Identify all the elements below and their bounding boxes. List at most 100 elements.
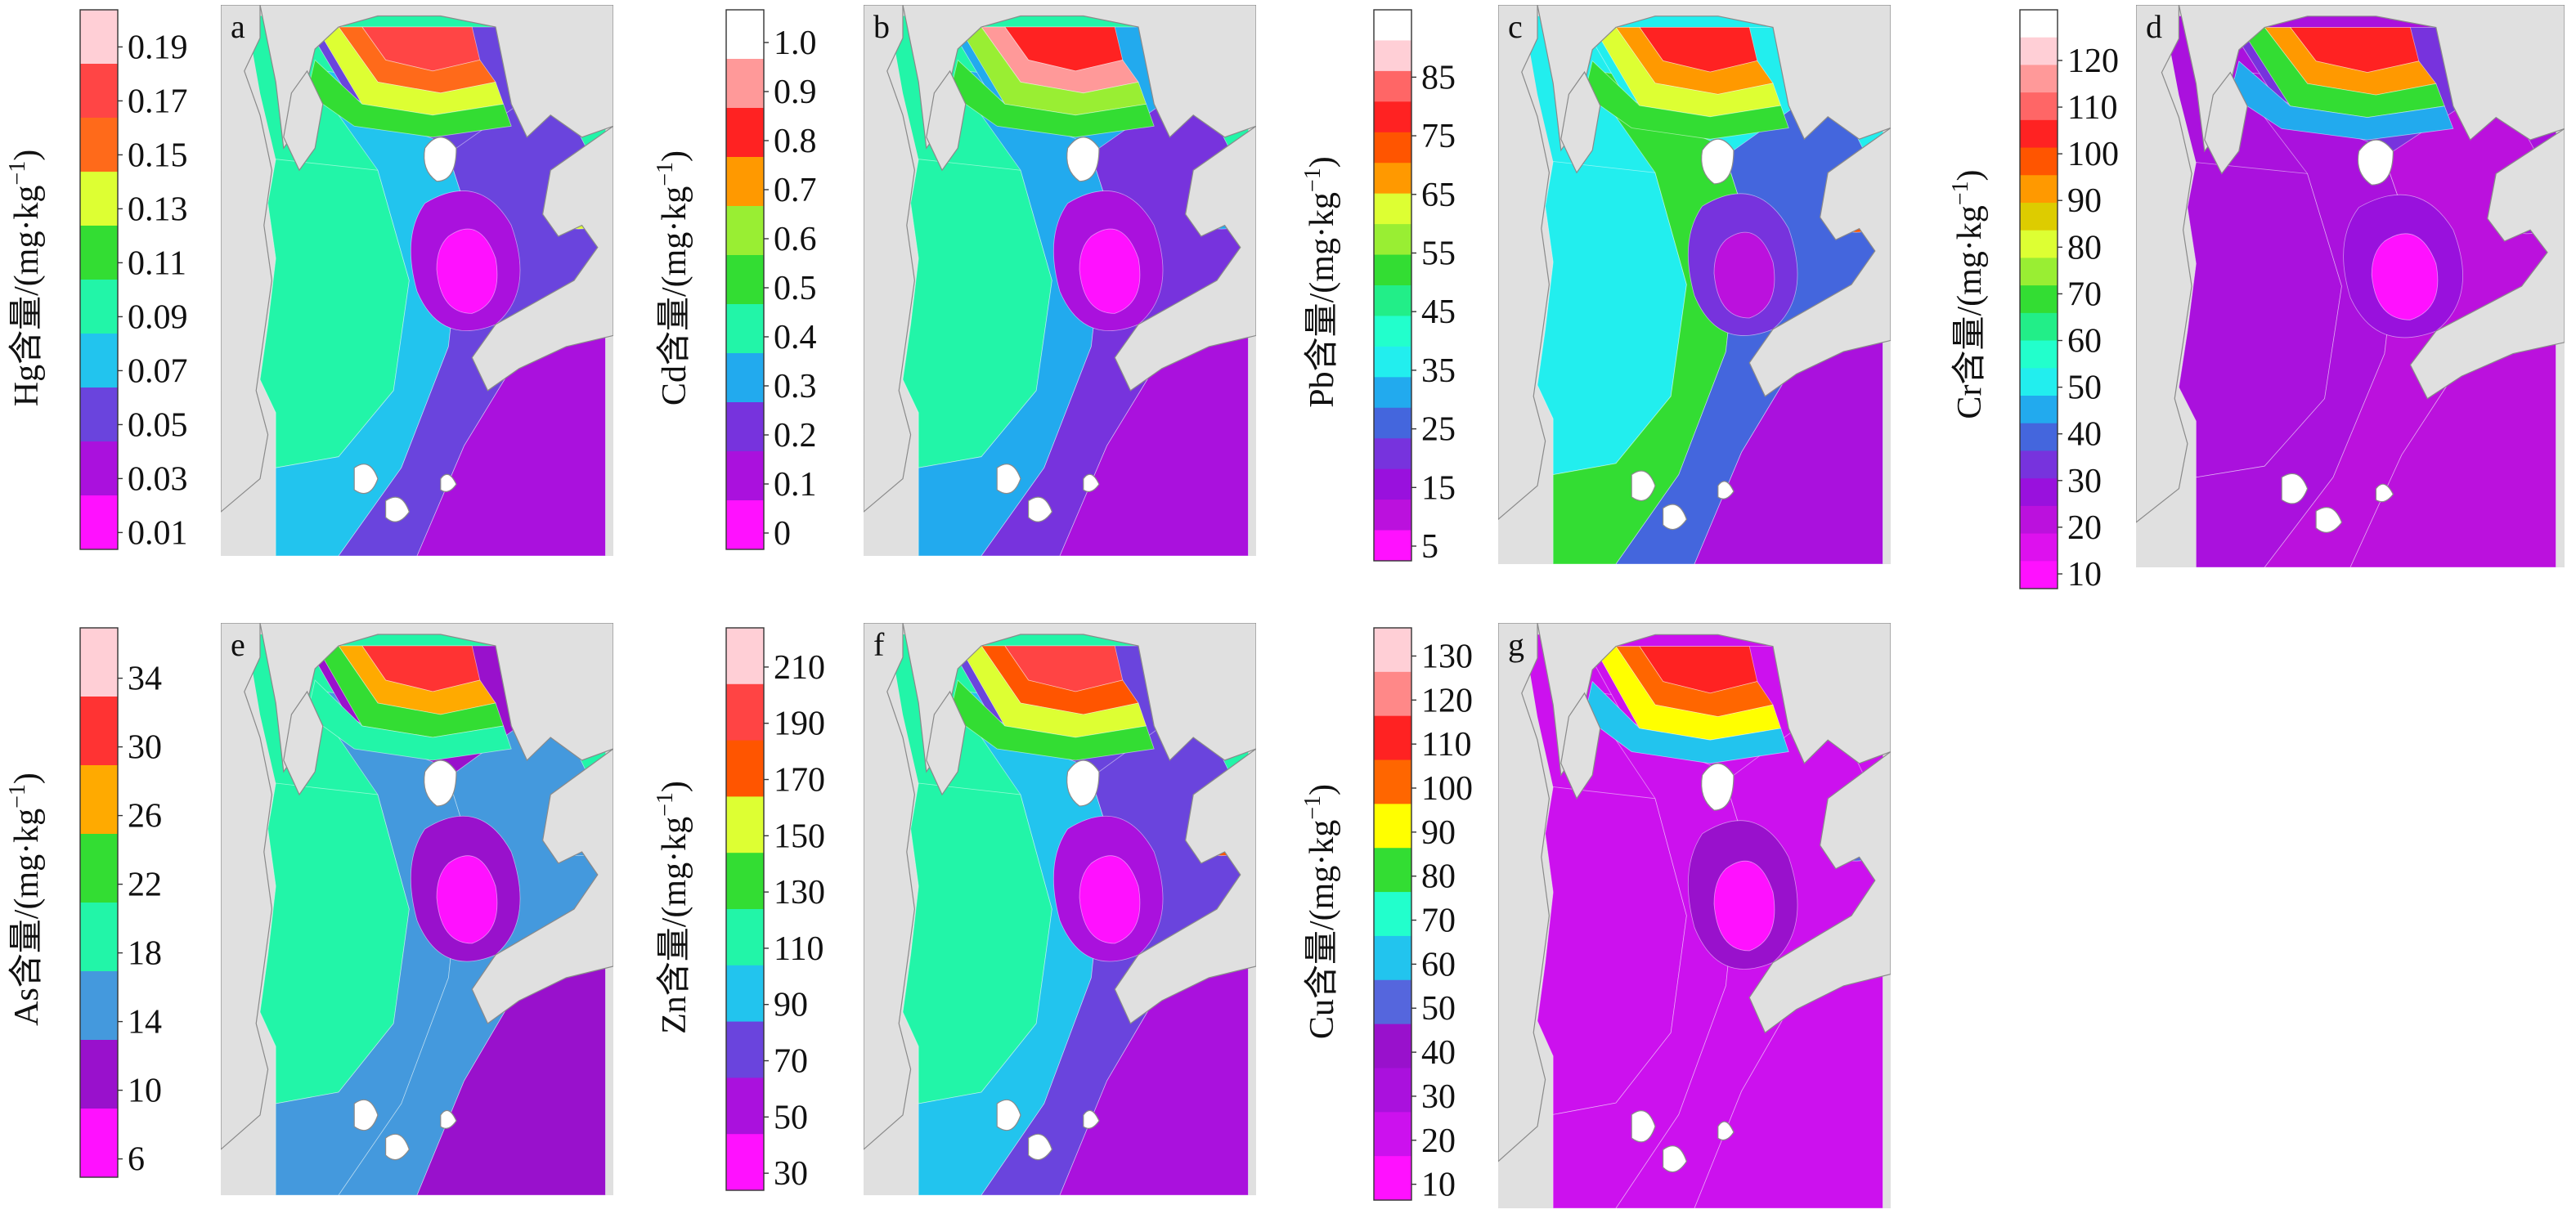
colorbar-tick-label: 0.15: [128, 137, 188, 174]
colorbar-tick-label: 0.7: [774, 172, 817, 209]
colorbar-title-b: Cd含量/(mg·kg−1): [653, 150, 693, 405]
colorbar-swatch: [1374, 163, 1411, 195]
colorbar-swatch: [1374, 40, 1411, 72]
colorbar-swatch: [726, 206, 764, 256]
land-island3: [1028, 496, 1053, 522]
unit-tail: ): [1304, 156, 1341, 168]
colorbar-frame: [79, 9, 119, 550]
colorbar-swatch: [726, 255, 764, 305]
land-island2: [996, 464, 1021, 495]
colorbar-swatch: [726, 157, 764, 207]
colorbar-swatch: [1374, 101, 1411, 133]
land-land-west: [221, 623, 273, 1150]
colorbar-tick-label: 55: [1421, 235, 1456, 272]
colorbar-g: 130 120 110 100 90 80 70 60 50 40 30 20 10 Cu含量/(mg·k…: [1300, 627, 1473, 1204]
colorbar-tick-label: 20: [1421, 1122, 1456, 1160]
map-panel-d: d: [2136, 5, 2565, 567]
colorbar-swatch: [726, 628, 764, 685]
colorbar-swatch: [80, 1040, 118, 1109]
colorbar-tick-label: 90: [774, 987, 808, 1024]
land-island3: [1663, 504, 1688, 531]
colorbar-swatch: [2020, 396, 2058, 424]
unit-tail: ): [1304, 784, 1341, 795]
colorbar-tick-label: 70: [1421, 903, 1456, 940]
map-panel-e: e: [221, 623, 613, 1195]
colorbar-tick-label: 0.03: [128, 460, 188, 498]
colorbar-tick-label: 0.19: [128, 29, 188, 66]
colorbar-tick-label: 0.17: [128, 83, 188, 120]
colorbar-swatch: [80, 388, 118, 442]
colorbar-swatch: [726, 1077, 764, 1135]
land-land-east: [1748, 750, 1891, 1034]
unit-tail: ): [656, 781, 693, 792]
land-land-west: [1498, 623, 1551, 1163]
colorbar-swatch: [1374, 500, 1411, 531]
colorbar-tick-label: 60: [1421, 946, 1456, 983]
colorbar-tick-label: 100: [2067, 136, 2119, 173]
colorbar-swatch: [2020, 340, 2058, 369]
colorbar-tick-label: 10: [1421, 1167, 1456, 1204]
colorbar-swatch: [1374, 979, 1411, 1025]
colorbar-tick-label: 26: [128, 798, 162, 835]
land-island4: [2375, 483, 2394, 503]
colorbar-swatch: [1374, 285, 1411, 316]
colorbar-f: 210 190 170 150 130 110 90 70 50 30 Zn含量/(mg·kg−1): [653, 627, 825, 1193]
colorbar-swatch: [726, 108, 764, 158]
colorbar-swatch: [726, 683, 764, 741]
colorbar-title-e: As含量/(mg·kg−1): [5, 773, 46, 1026]
colorbar-frame: [2019, 9, 2058, 589]
panel-letter: d: [2146, 8, 2162, 45]
colorbar-swatch: [726, 304, 764, 354]
colorbar-swatch: [1374, 10, 1411, 41]
panel-letter: b: [873, 8, 890, 45]
land-island4: [1083, 1109, 1100, 1129]
land-island3: [385, 1133, 411, 1161]
land-land-west: [864, 623, 916, 1150]
land-land-west: [864, 5, 916, 513]
element-symbol: Zn: [656, 996, 693, 1034]
colorbar-tick-label: 14: [128, 1004, 162, 1042]
colorbar-tick-label: 45: [1421, 293, 1456, 331]
land-island4: [440, 1109, 457, 1129]
colorbar-swatch: [1374, 848, 1411, 893]
land-island4: [1083, 473, 1100, 492]
unit-superscript: −1: [1948, 181, 1973, 205]
colorbar-swatch: [2020, 37, 2058, 65]
colorbar-tick-label: 85: [1421, 59, 1456, 96]
colorbar-swatch: [1374, 254, 1411, 286]
colorbar-swatch: [726, 59, 764, 109]
colorbar-tick-label: 20: [2067, 509, 2102, 547]
colorbar-e: 34 30 26 22 18 14 10 6 As含量/(mg·kg−1): [5, 627, 162, 1179]
concentration-zone-blob2: [1713, 231, 1775, 319]
unit-superscript: −1: [1300, 168, 1326, 192]
colorbar-tick-label: 120: [1421, 682, 1473, 719]
unit-tail: ): [656, 150, 693, 162]
colorbar-frame: [725, 9, 765, 550]
colorbar-tick-label: 110: [774, 930, 824, 968]
colorbar-swatch: [1374, 407, 1411, 439]
colorbar-tick-label: 0.3: [774, 368, 817, 405]
land-island2: [353, 464, 379, 495]
map-panel-g: g: [1498, 623, 1891, 1208]
colorbar-swatch: [2020, 478, 2058, 507]
land-land-east: [2409, 128, 2565, 400]
unit-label: 含量/(mg·kg: [1304, 820, 1341, 999]
unit-superscript: −1: [653, 792, 678, 817]
element-symbol: Cr: [1951, 385, 1989, 419]
colorbar-tick-label: 0.09: [128, 298, 188, 336]
colorbar-tick-label: 0.2: [774, 417, 817, 455]
element-symbol: Hg: [8, 365, 46, 406]
colorbar-swatch: [80, 1109, 118, 1178]
colorbar-swatch: [80, 334, 118, 388]
unit-superscript: −1: [1300, 795, 1326, 820]
colorbar-tick-label: 34: [128, 661, 162, 698]
colorbar-a: 0.19 0.17 0.15 0.13 0.11 0.09 0.07 0.05 0.03 0.01…: [5, 9, 188, 552]
colorbar-tick-label: 1.0: [774, 25, 817, 62]
colorbar-tick-label: 50: [774, 1099, 808, 1136]
colorbar-title-c: Pb含量/(mg·kg−1): [1300, 156, 1341, 407]
colorbar-swatch: [1374, 530, 1411, 562]
unit-tail: ): [8, 773, 46, 784]
colorbar-swatch: [726, 909, 764, 966]
colorbar-tick-label: 60: [2067, 323, 2102, 361]
colorbar-swatch: [1374, 224, 1411, 256]
